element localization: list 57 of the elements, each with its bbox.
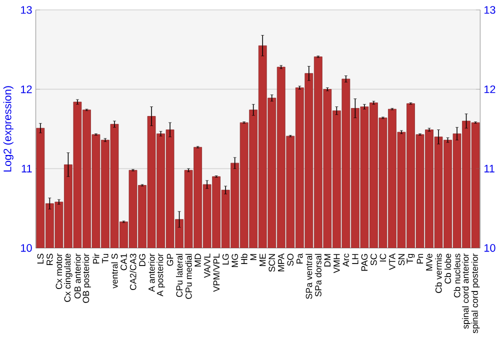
x-tick-label: CA2/CA3 — [130, 254, 136, 290]
x-tick-label: VTA — [389, 253, 396, 270]
x-tick-label: Pa — [296, 253, 303, 264]
x-tick-label: ME — [260, 254, 266, 266]
x-tick-label: LH — [352, 254, 358, 264]
x-tick-label: Arc — [342, 254, 350, 267]
x-tick-label: Tg — [406, 254, 415, 264]
x-tick-label: VA/VL — [204, 254, 210, 278]
x-tick-label: ventral S — [111, 254, 118, 288]
x-tick-label: Pn — [416, 254, 424, 264]
x-tick-label: CA1 — [120, 254, 127, 270]
x-tick-label: LG — [222, 254, 229, 264]
x-tick-label: MD — [194, 254, 201, 266]
x-tick-label: SN — [398, 254, 405, 266]
x-tick-label: SPa ventral — [306, 254, 312, 299]
y2-tick-label: 13 — [484, 6, 496, 14]
x-tick-label: spinal cord anterior — [462, 253, 470, 329]
x-tick-label: Cx motor — [56, 253, 62, 289]
x-tick-label: Cb vermis — [435, 254, 442, 293]
y-tick-label: 12 — [21, 85, 32, 93]
x-tick-label: RS — [46, 254, 53, 265]
y2-tick-label: 12 — [484, 85, 496, 93]
x-tick-label: spinal cord posterior — [471, 253, 480, 334]
y-tick-label: 13 — [21, 6, 32, 14]
x-tick-label: A anterior — [148, 253, 155, 292]
x-tick-label: CPu lateral — [176, 254, 183, 297]
x-tick-label: Tu — [102, 254, 108, 264]
x-tick-label: OB anterior — [74, 253, 81, 298]
x-tick-label: Cb nucleus — [454, 254, 460, 298]
x-tick-label: OB posterior — [82, 253, 91, 303]
x-tick-label: DG — [139, 254, 146, 266]
x-tick-label: VPM/VPL — [213, 254, 220, 292]
x-tick-label: DM — [324, 254, 330, 266]
y-axis-title: Log2 (expression) — [3, 86, 14, 172]
x-tick-label: SC — [370, 254, 377, 266]
x-tick-label: IC — [380, 254, 386, 262]
y2-tick-label: 11 — [484, 164, 494, 172]
x-tick-label: CPu medial — [185, 254, 192, 299]
x-tick-label: SPa dorsal — [314, 254, 322, 296]
x-tick-label: GP — [166, 254, 174, 266]
x-tick-label: Cb lobe — [444, 254, 452, 284]
x-tick-label: LS — [37, 254, 44, 264]
x-tick-label: Cx cingulate — [64, 254, 72, 302]
x-tick-label: SCN — [268, 254, 276, 272]
y2-tick-label: 10 — [484, 244, 496, 252]
x-tick-label: Pir — [92, 253, 100, 264]
y-tick-label: 11 — [22, 164, 32, 172]
x-tick-label: A posterior — [156, 253, 165, 296]
x-tick-label: Hb — [240, 254, 248, 264]
x-tick-label: PAG — [361, 254, 368, 271]
x-tick-label: VMH — [334, 254, 340, 274]
y-tick-label: 10 — [21, 244, 32, 252]
x-tick-label: SO — [287, 254, 294, 266]
x-tick-label: MPA — [278, 253, 284, 272]
x-tick-label: MG — [232, 254, 238, 267]
x-tick-label: MVe — [426, 254, 432, 270]
x-tick-label: M — [250, 254, 256, 260]
